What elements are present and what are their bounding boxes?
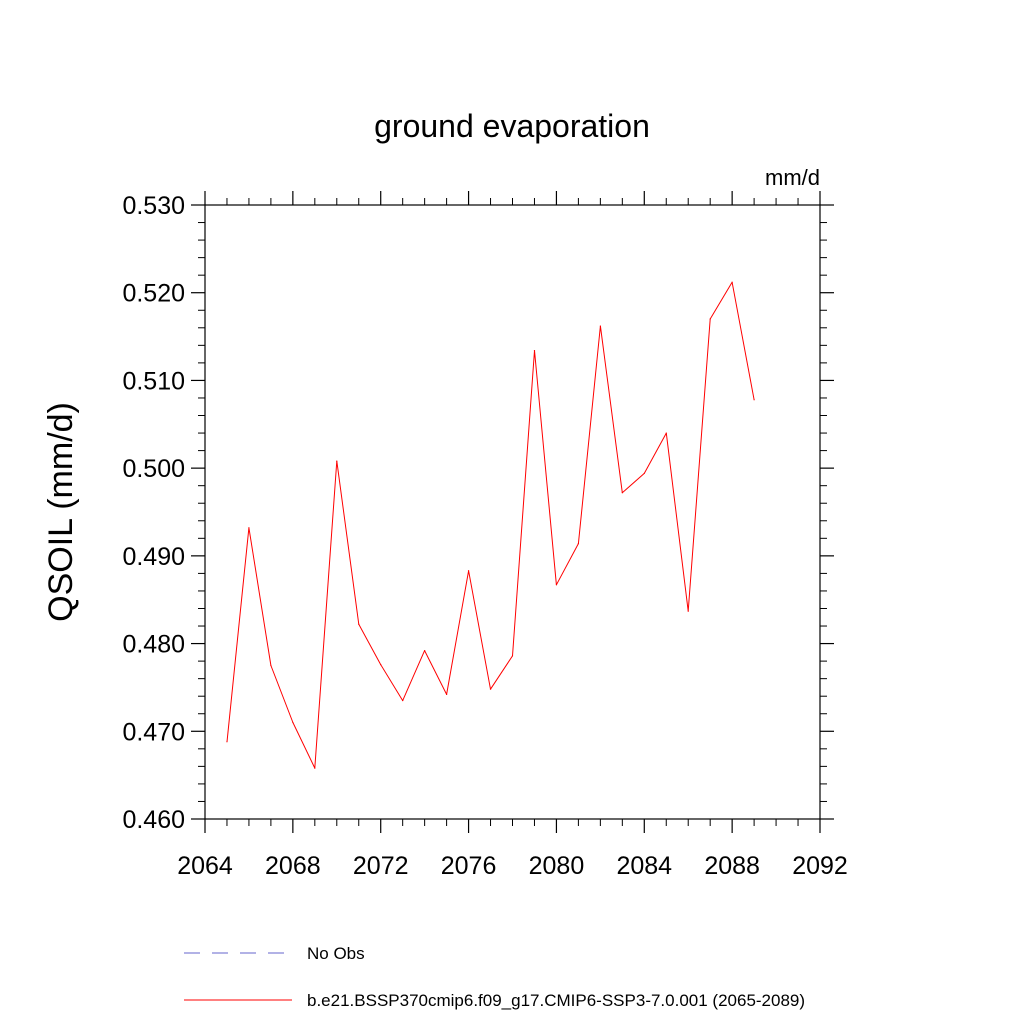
plot-frame xyxy=(204,204,821,820)
units-label: mm/d xyxy=(765,165,820,190)
legend-label: No Obs xyxy=(307,944,365,963)
data-point xyxy=(402,699,404,702)
axis-ticks xyxy=(191,191,834,833)
data-point xyxy=(380,664,382,666)
data-point xyxy=(599,325,601,327)
y-tick-label: 0.490 xyxy=(122,543,185,571)
data-point xyxy=(446,693,448,696)
data-point xyxy=(270,664,272,667)
data-point xyxy=(248,527,250,529)
data-point xyxy=(511,655,514,657)
legend: No Obs b.e21.BSSP370cmip6.f09_g17.CMIP6-S… xyxy=(184,944,805,1010)
data-point xyxy=(358,623,360,625)
data-point xyxy=(533,350,536,352)
x-tick-label: 2084 xyxy=(616,852,672,880)
x-tick-label: 2064 xyxy=(177,852,233,880)
data-point xyxy=(226,741,228,743)
y-tick-label: 0.530 xyxy=(122,192,185,220)
x-tick-label: 2072 xyxy=(353,852,409,880)
data-point xyxy=(687,610,689,612)
data-point xyxy=(292,721,294,724)
legend-label: b.e21.BSSP370cmip6.f09_g17.CMIP6-SSP3-7.… xyxy=(307,991,805,1010)
x-tick-label: 2068 xyxy=(265,852,321,880)
data-point xyxy=(621,492,623,494)
data-point xyxy=(665,432,667,434)
data-point xyxy=(753,399,755,401)
y-tick-label: 0.480 xyxy=(122,631,185,659)
x-tick-label: 2076 xyxy=(441,852,497,880)
data-point xyxy=(643,472,645,475)
axis-tick-labels: 2064 2068 2072 2076 2080 2084 2088 2092 0.460 0.4… xyxy=(122,192,847,880)
y-tick-label: 0.500 xyxy=(122,455,185,483)
x-tick-label: 2092 xyxy=(792,852,848,880)
chart-title: ground evaporation xyxy=(374,108,650,144)
series-layer xyxy=(226,281,755,769)
y-axis-label: QSOIL (mm/d) xyxy=(42,402,80,622)
series-line xyxy=(226,281,755,769)
data-point xyxy=(467,570,470,572)
y-tick-label: 0.470 xyxy=(122,718,185,746)
y-tick-label: 0.520 xyxy=(122,280,185,308)
data-point xyxy=(424,649,426,652)
y-tick-label: 0.460 xyxy=(122,806,185,834)
data-point xyxy=(314,767,316,769)
data-point xyxy=(489,688,492,690)
data-point xyxy=(555,584,558,586)
x-tick-label: 2088 xyxy=(704,852,760,880)
data-point xyxy=(336,460,338,462)
y-tick-label: 0.510 xyxy=(122,367,185,395)
data-point xyxy=(731,281,733,283)
data-point xyxy=(577,542,579,545)
data-point xyxy=(709,318,711,320)
x-tick-label: 2080 xyxy=(529,852,585,880)
